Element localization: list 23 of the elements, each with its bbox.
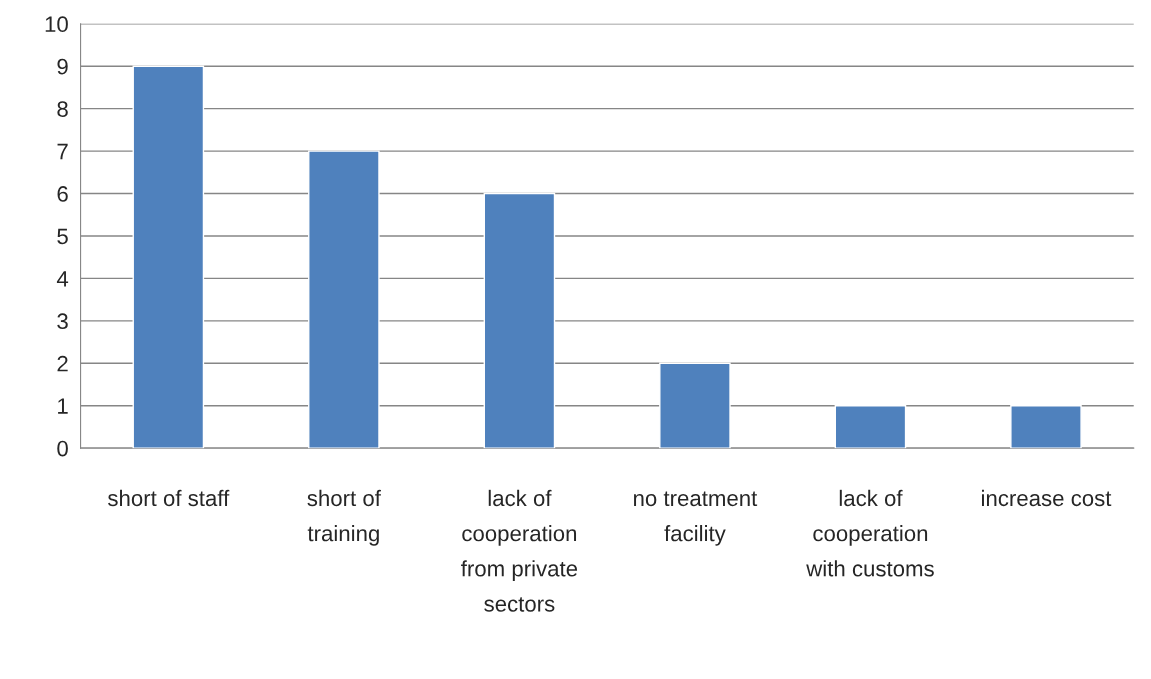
bar xyxy=(132,65,205,449)
x-tick-label: increase cost xyxy=(982,489,1112,507)
y-tick-label: 2 xyxy=(57,355,68,372)
y-tick-label: 9 xyxy=(57,58,68,75)
y-tick-label: 5 xyxy=(57,228,68,245)
x-tick-label: short of staff xyxy=(108,489,230,507)
bar xyxy=(659,362,731,449)
y-tick-label: 0 xyxy=(57,440,68,457)
x-tick-label: no treatment facility xyxy=(634,491,758,546)
y-tick-label: 3 xyxy=(57,313,68,330)
y-tick-label: 4 xyxy=(56,271,69,287)
x-tick-label: lack of cooperation with customs xyxy=(806,489,934,577)
y-tick-label: 10 xyxy=(45,16,68,33)
bar xyxy=(834,405,907,449)
y-tick-label: 7 xyxy=(57,143,68,160)
bar xyxy=(1010,405,1082,449)
y-tick-label: 8 xyxy=(57,101,68,117)
y-tick-label: 6 xyxy=(57,186,68,202)
y-tick-label: 1 xyxy=(58,398,68,414)
bar xyxy=(483,192,556,449)
bar xyxy=(308,150,380,449)
x-tick-label: lack of cooperation from private sectors xyxy=(461,489,578,612)
x-tick-label: short of training xyxy=(307,489,381,546)
